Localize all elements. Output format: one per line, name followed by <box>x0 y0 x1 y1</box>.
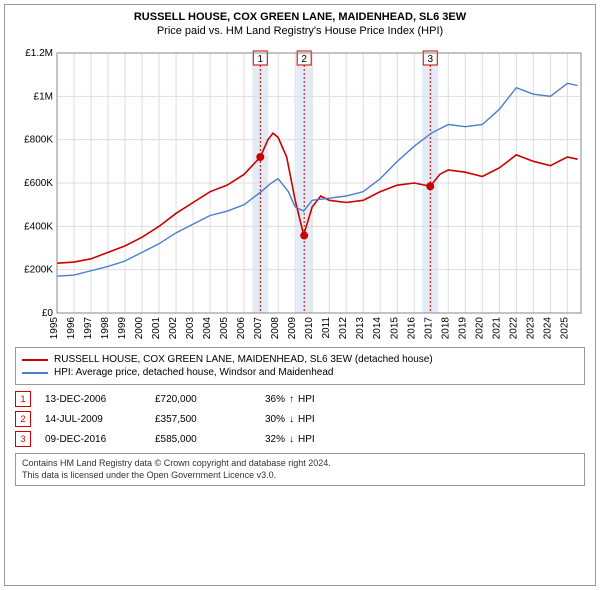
event-date: 13-DEC-2006 <box>45 394 155 405</box>
svg-text:2015: 2015 <box>389 317 400 340</box>
svg-text:1996: 1996 <box>66 317 77 340</box>
svg-text:2004: 2004 <box>202 317 213 340</box>
svg-text:2013: 2013 <box>355 317 366 340</box>
event-marker: 1 <box>15 391 31 407</box>
svg-text:1998: 1998 <box>100 317 111 340</box>
legend: RUSSELL HOUSE, COX GREEN LANE, MAIDENHEA… <box>15 347 585 385</box>
svg-text:3: 3 <box>427 54 433 65</box>
event-price: £720,000 <box>155 394 265 405</box>
svg-text:2000: 2000 <box>134 317 145 340</box>
events-table: 1 13-DEC-2006£720,00036%↑HPI 2 14-JUL-2009£… <box>15 391 585 447</box>
event-date: 09-DEC-2016 <box>45 434 155 445</box>
legend-item: RUSSELL HOUSE, COX GREEN LANE, MAIDENHEA… <box>22 354 578 365</box>
event-row: 2 14-JUL-2009£357,50030%↓HPI <box>15 411 585 427</box>
svg-text:2021: 2021 <box>491 317 502 340</box>
svg-text:2023: 2023 <box>525 317 536 340</box>
event-diff: 32%↓HPI <box>265 434 315 445</box>
svg-text:1999: 1999 <box>117 317 128 340</box>
svg-text:2018: 2018 <box>440 317 451 340</box>
svg-text:£600K: £600K <box>24 178 53 189</box>
svg-text:2024: 2024 <box>542 317 553 340</box>
svg-text:£1M: £1M <box>34 91 53 102</box>
arrow-down-icon: ↓ <box>289 414 294 425</box>
footer-line: Contains HM Land Registry data © Crown c… <box>22 458 578 470</box>
price-chart-svg: £0£200K£400K£600K£800K£1M£1.2M1995199619… <box>9 43 589 343</box>
event-row: 3 09-DEC-2016£585,00032%↓HPI <box>15 431 585 447</box>
event-date: 14-JUL-2009 <box>45 414 155 425</box>
svg-text:2010: 2010 <box>304 317 315 340</box>
event-row: 1 13-DEC-2006£720,00036%↑HPI <box>15 391 585 407</box>
svg-text:2019: 2019 <box>457 317 468 340</box>
svg-text:£800K: £800K <box>24 135 53 146</box>
legend-label: HPI: Average price, detached house, Wind… <box>54 367 333 378</box>
svg-text:2002: 2002 <box>168 317 179 340</box>
event-marker: 3 <box>15 431 31 447</box>
svg-text:2: 2 <box>301 54 307 65</box>
svg-text:2011: 2011 <box>321 317 332 339</box>
legend-label: RUSSELL HOUSE, COX GREEN LANE, MAIDENHEA… <box>54 354 433 365</box>
svg-text:£200K: £200K <box>24 265 53 276</box>
arrow-down-icon: ↓ <box>289 434 294 445</box>
legend-swatch <box>22 372 48 374</box>
svg-text:2006: 2006 <box>236 317 247 340</box>
event-price: £357,500 <box>155 414 265 425</box>
svg-text:1997: 1997 <box>83 317 94 340</box>
svg-text:2014: 2014 <box>372 317 383 340</box>
svg-text:2009: 2009 <box>287 317 298 340</box>
svg-text:2022: 2022 <box>508 317 519 340</box>
svg-text:2016: 2016 <box>406 317 417 340</box>
svg-text:2012: 2012 <box>338 317 349 340</box>
event-price: £585,000 <box>155 434 265 445</box>
chart-title: RUSSELL HOUSE, COX GREEN LANE, MAIDENHEA… <box>9 11 591 23</box>
svg-text:2008: 2008 <box>270 317 281 340</box>
svg-text:2003: 2003 <box>185 317 196 340</box>
svg-text:2007: 2007 <box>253 317 264 340</box>
chart-frame: RUSSELL HOUSE, COX GREEN LANE, MAIDENHEA… <box>4 4 596 586</box>
svg-text:2017: 2017 <box>423 317 434 340</box>
event-diff: 30%↓HPI <box>265 414 315 425</box>
legend-item: HPI: Average price, detached house, Wind… <box>22 367 578 378</box>
event-diff: 36%↑HPI <box>265 394 315 405</box>
svg-text:2020: 2020 <box>474 317 485 340</box>
arrow-up-icon: ↑ <box>289 394 294 405</box>
svg-text:1995: 1995 <box>49 317 60 340</box>
legend-swatch <box>22 359 48 361</box>
svg-text:2025: 2025 <box>559 317 570 340</box>
svg-text:£1.2M: £1.2M <box>25 48 53 59</box>
attribution-footer: Contains HM Land Registry data © Crown c… <box>15 453 585 486</box>
chart-subtitle: Price paid vs. HM Land Registry's House … <box>9 25 591 37</box>
svg-text:£400K: £400K <box>24 221 53 232</box>
footer-line: This data is licensed under the Open Gov… <box>22 470 578 482</box>
event-marker: 2 <box>15 411 31 427</box>
svg-text:2005: 2005 <box>219 317 230 340</box>
chart-area: £0£200K£400K£600K£800K£1M£1.2M1995199619… <box>9 43 591 343</box>
svg-text:2001: 2001 <box>151 317 162 340</box>
svg-text:1: 1 <box>258 54 264 65</box>
